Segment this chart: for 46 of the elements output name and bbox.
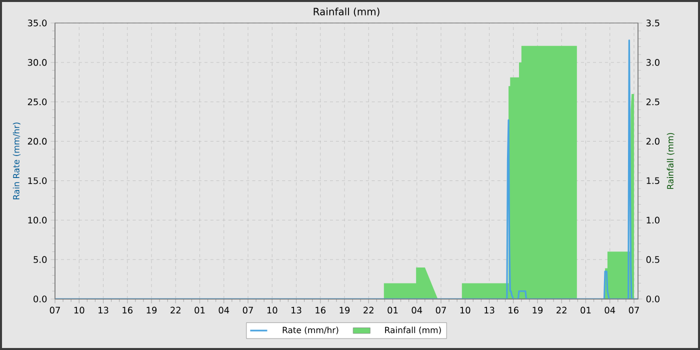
x-tick-label: 10 bbox=[267, 306, 278, 314]
y-axis-title: Rain Rate (mm/hr) bbox=[12, 122, 20, 200]
y2-tick-label: 3.0 bbox=[646, 59, 660, 66]
x-tick-label: 01 bbox=[580, 306, 591, 314]
y-tick-label: 20.0 bbox=[28, 138, 47, 145]
x-tick-label: 07 bbox=[628, 306, 639, 314]
x-tick-label: 07 bbox=[50, 306, 60, 314]
y-tick-label: 0.0 bbox=[34, 296, 47, 302]
x-tick-label: 16 bbox=[508, 306, 519, 314]
y-tick-label: 15.0 bbox=[28, 177, 47, 184]
x-tick-label: 19 bbox=[146, 306, 157, 314]
x-tick-label: 01 bbox=[194, 306, 205, 314]
x-tick-label: 10 bbox=[74, 306, 84, 314]
x-tick-label: 13 bbox=[292, 306, 302, 314]
x-tick-label: 04 bbox=[604, 306, 616, 314]
y-tick-label: 35.0 bbox=[28, 20, 47, 26]
x-tick-label: 01 bbox=[388, 306, 398, 314]
y2-tick-label: 1.0 bbox=[646, 216, 660, 224]
y-tick-label: 30.0 bbox=[28, 59, 47, 66]
y2-tick-label: 0.0 bbox=[646, 296, 660, 302]
y-tick-label: 5.0 bbox=[34, 256, 47, 263]
x-tick-label: 19 bbox=[532, 306, 543, 314]
x-tick-label: 10 bbox=[460, 306, 470, 314]
y-tick-label: 10.0 bbox=[28, 216, 47, 224]
x-tick-label: 04 bbox=[412, 306, 422, 314]
x-tick-label: 16 bbox=[316, 306, 326, 314]
x-tick-label: 22 bbox=[170, 306, 180, 314]
x-tick-label: 22 bbox=[364, 306, 374, 314]
x-tick-label: 22 bbox=[556, 306, 566, 314]
y2-tick-label: 0.5 bbox=[646, 256, 660, 263]
chart-title: Rainfall (mm) bbox=[314, 8, 380, 16]
y2-tick-label: 2.5 bbox=[646, 98, 660, 106]
y2-tick-label: 1.5 bbox=[646, 177, 660, 184]
y2-axis-title: Rainfall (mm) bbox=[666, 133, 674, 189]
x-tick-label: 13 bbox=[484, 306, 494, 314]
x-tick-label: 07 bbox=[242, 306, 253, 314]
legend-label: Rate (mm/hr) bbox=[282, 326, 338, 334]
legend-label: Rainfall (mm) bbox=[385, 326, 441, 334]
y2-tick-label: 3.5 bbox=[646, 20, 660, 26]
x-tick-label: 07 bbox=[436, 306, 446, 314]
y2-tick-label: 2.0 bbox=[646, 138, 660, 145]
x-tick-label: 16 bbox=[122, 306, 133, 314]
y-tick-label: 25.0 bbox=[28, 98, 47, 106]
x-tick-label: 13 bbox=[98, 306, 108, 314]
x-tick-label: 19 bbox=[340, 306, 350, 314]
x-tick-label: 04 bbox=[218, 306, 230, 314]
